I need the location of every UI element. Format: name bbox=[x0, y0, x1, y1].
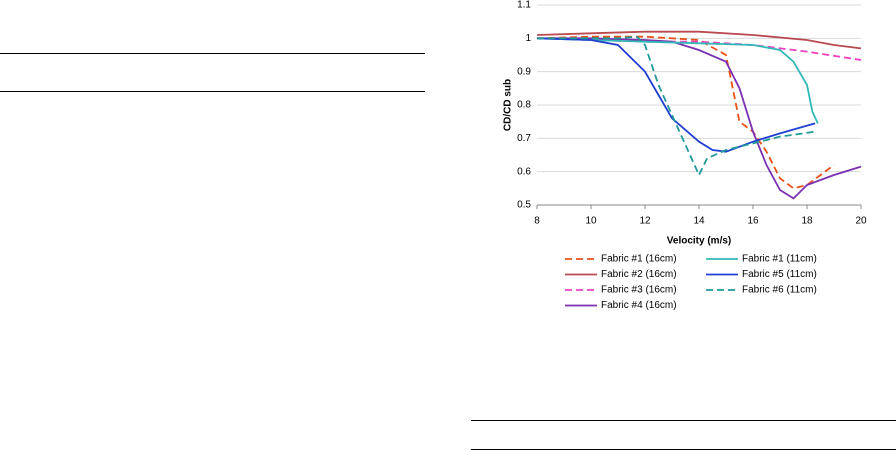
legend-label: Fabric #5 (11cm) bbox=[742, 269, 817, 280]
x-tick-label: 18 bbox=[801, 216, 813, 227]
y-tick-label: 1.1 bbox=[517, 0, 531, 11]
x-tick-label: 8 bbox=[534, 216, 540, 227]
legend-label: Fabric #3 (16cm) bbox=[601, 285, 677, 296]
y-tick-label: 1 bbox=[525, 33, 531, 44]
x-axis-label: Velocity (m/s) bbox=[667, 236, 731, 247]
y-tick-label: 0.7 bbox=[517, 133, 531, 144]
y-tick-label: 0.8 bbox=[517, 100, 531, 111]
x-tick-label: 10 bbox=[585, 216, 597, 227]
series-line bbox=[536, 37, 862, 61]
legend-label: Fabric #6 (11cm) bbox=[742, 285, 817, 296]
legend-label: Fabric #4 (16cm) bbox=[601, 300, 677, 311]
series-line bbox=[537, 35, 816, 178]
x-tick-label: 16 bbox=[747, 216, 759, 227]
x-tick-label: 20 bbox=[855, 216, 867, 227]
y-axis-label: CD/CD sub bbox=[503, 79, 514, 131]
x-tick-label: 14 bbox=[693, 216, 705, 227]
x-tick-label: 12 bbox=[639, 216, 651, 227]
legend-label: Fabric #1 (16cm) bbox=[601, 254, 677, 265]
series-line bbox=[536, 37, 819, 124]
legend-label: Fabric #1 (11cm) bbox=[742, 254, 817, 265]
series-line bbox=[537, 37, 862, 200]
legend-label: Fabric #2 (16cm) bbox=[601, 269, 677, 280]
y-tick-label: 0.6 bbox=[517, 166, 531, 177]
series-line bbox=[536, 35, 835, 190]
series-line bbox=[536, 30, 862, 50]
y-tick-label: 0.9 bbox=[517, 66, 531, 77]
y-tick-label: 0.5 bbox=[517, 200, 531, 211]
series-line bbox=[536, 37, 816, 153]
